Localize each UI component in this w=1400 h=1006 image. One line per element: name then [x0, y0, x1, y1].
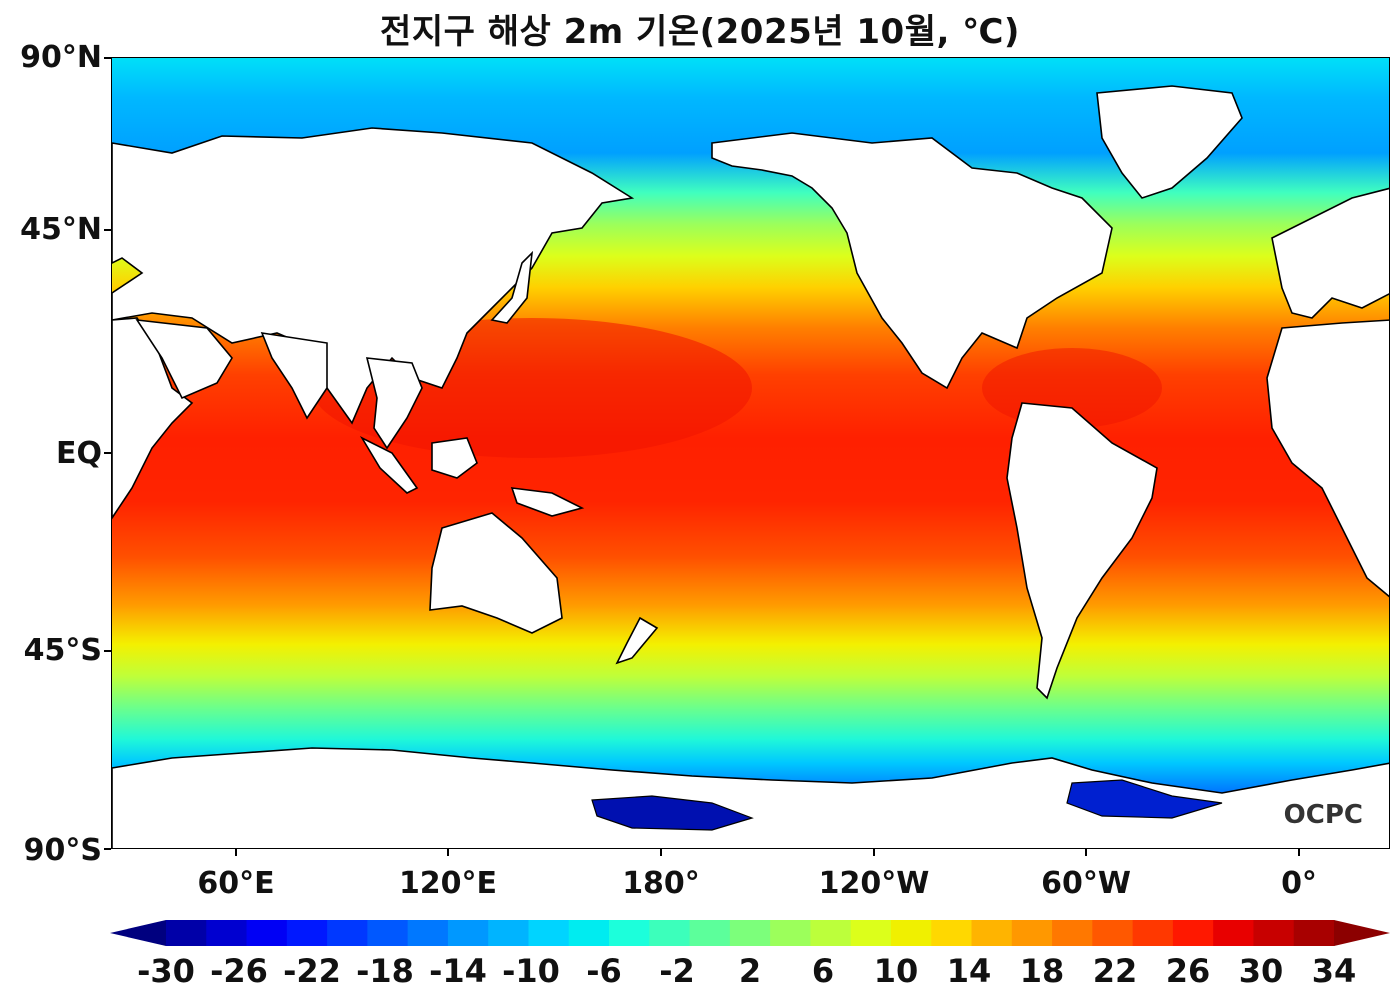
colorbar-swatch [166, 920, 207, 946]
colorbar-swatch [1253, 920, 1295, 946]
europe-landmass [1271, 187, 1389, 319]
colorbar-tick-label: 30 [1238, 952, 1284, 990]
lon-label-120w: 120°W [818, 866, 930, 901]
colorbar-swatch [1172, 920, 1214, 946]
colorbar-tick-label: 26 [1165, 952, 1211, 990]
india-landmass [260, 331, 328, 420]
colorbar-swatch [1011, 920, 1053, 946]
colorbar-tick-label: -30 [137, 952, 195, 990]
colorbar-swatch [770, 920, 811, 946]
japan-islands [490, 250, 534, 324]
colorbar-tick-label: 10 [873, 952, 919, 990]
colorbar-swatch [810, 920, 852, 946]
lat-tick [104, 57, 111, 59]
colorbar-swatch [488, 920, 529, 946]
colorbar [110, 920, 1390, 946]
lat-tick [104, 452, 111, 454]
lat-tick [104, 229, 111, 231]
temperature-map [112, 58, 1389, 848]
lat-label-45s: 45°S [23, 633, 102, 668]
colorbar-swatch [327, 920, 368, 946]
new-guinea-island [510, 487, 585, 517]
colorbar-swatch [850, 920, 892, 946]
north-america-landmass [711, 132, 1113, 390]
colorbar-tick-label: 18 [1019, 952, 1065, 990]
lat-tick [104, 848, 111, 850]
lon-tick [660, 849, 662, 856]
colorbar-swatch [246, 920, 288, 946]
colorbar-swatch [286, 920, 328, 946]
map-panel: OCPC [111, 57, 1390, 849]
lon-label-0: 0° [1281, 866, 1317, 901]
lon-tick [447, 849, 449, 856]
lon-tick [1298, 849, 1300, 856]
colorbar-swatch [447, 920, 489, 946]
australia-landmass [429, 512, 563, 634]
colorbar-swatches [110, 920, 1390, 946]
colorbar-tick-label: 2 [738, 952, 762, 990]
colorbar-extension-low [110, 920, 166, 946]
colorbar-swatch [609, 920, 650, 946]
colorbar-tick-label: -14 [429, 952, 487, 990]
colorbar-tick-label: -26 [210, 952, 268, 990]
colorbar-tick-label: -18 [356, 952, 414, 990]
colorbar-swatch [971, 920, 1013, 946]
lon-label-180: 180° [622, 866, 700, 901]
colorbar-tick-label: 14 [946, 952, 992, 990]
weddell-sea-cold-region [1066, 779, 1223, 819]
borneo-island [431, 437, 478, 479]
colorbar-swatch [568, 920, 610, 946]
arabia-landmass [135, 319, 233, 400]
colorbar-swatch [729, 920, 771, 946]
colorbar-tick-label: -10 [502, 952, 560, 990]
colorbar-tick-label: 6 [811, 952, 835, 990]
colorbar-swatch [528, 920, 570, 946]
colorbar-swatch [206, 920, 248, 946]
lon-label-60w: 60°W [1041, 866, 1131, 901]
colorbar-extension-high [1334, 920, 1390, 946]
lat-label-90n: 90°N [20, 40, 102, 75]
antarctica-landmass [112, 747, 1389, 848]
eurasia-landmass [112, 127, 635, 425]
ocpc-logo: OCPC [1283, 800, 1363, 830]
colorbar-swatch [689, 920, 731, 946]
colorbar-swatch [367, 920, 409, 946]
africa-west-landmass [1266, 319, 1389, 598]
lon-tick [873, 849, 875, 856]
lon-label-120e: 120°E [398, 866, 498, 901]
land-masses [112, 85, 1389, 848]
ross-sea-cold-region [591, 795, 754, 831]
south-america-landmass [1006, 402, 1158, 700]
indochina-landmass [365, 357, 423, 450]
lat-label-90s: 90°S [23, 833, 102, 868]
colorbar-swatch [407, 920, 449, 946]
colorbar-swatch [890, 920, 932, 946]
sumatra-island [359, 436, 419, 494]
lon-tick [235, 849, 237, 856]
lon-label-60e: 60°E [197, 866, 275, 901]
greenland-landmass [1096, 85, 1243, 199]
colorbar-tick-label: -22 [283, 952, 341, 990]
colorbar-swatch [1213, 920, 1254, 946]
lon-tick [1085, 849, 1087, 856]
colorbar-tick-label: -6 [586, 952, 622, 990]
new-zealand-islands [615, 616, 659, 665]
colorbar-tick-label: 34 [1311, 952, 1357, 990]
colorbar-swatch [1052, 920, 1093, 946]
colorbar-swatch [931, 920, 973, 946]
colorbar-swatch [1293, 920, 1335, 946]
lat-tick [104, 650, 111, 652]
colorbar-swatch [1092, 920, 1134, 946]
colorbar-tick-label: -2 [659, 952, 695, 990]
lat-label-45n: 45°N [20, 212, 102, 247]
colorbar-tick-label: 22 [1092, 952, 1138, 990]
colorbar-swatch [1132, 920, 1174, 946]
colorbar-swatch [649, 920, 691, 946]
lat-label-eq: EQ [56, 436, 102, 471]
chart-title: 전지구 해상 2m 기온(2025년 10월, ℃) [380, 12, 1020, 52]
